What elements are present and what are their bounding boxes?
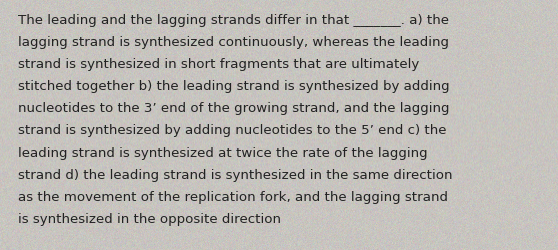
Text: nucleotides to the 3’ end of the growing strand, and the lagging: nucleotides to the 3’ end of the growing… — [18, 102, 450, 115]
Text: strand d) the leading strand is synthesized in the same direction: strand d) the leading strand is synthesi… — [18, 168, 453, 181]
Text: is synthesized in the opposite direction: is synthesized in the opposite direction — [18, 212, 281, 225]
Text: leading strand is synthesized at twice the rate of the lagging: leading strand is synthesized at twice t… — [18, 146, 427, 159]
Text: as the movement of the replication fork, and the lagging strand: as the movement of the replication fork,… — [18, 190, 448, 203]
Text: strand is synthesized by adding nucleotides to the 5’ end c) the: strand is synthesized by adding nucleoti… — [18, 124, 446, 137]
Text: strand is synthesized in short fragments that are ultimately: strand is synthesized in short fragments… — [18, 58, 419, 71]
Text: stitched together b) the leading strand is synthesized by adding: stitched together b) the leading strand … — [18, 80, 450, 93]
Text: The leading and the lagging strands differ in that _______. a) the: The leading and the lagging strands diff… — [18, 14, 449, 27]
Text: lagging strand is synthesized continuously, whereas the leading: lagging strand is synthesized continuous… — [18, 36, 449, 49]
